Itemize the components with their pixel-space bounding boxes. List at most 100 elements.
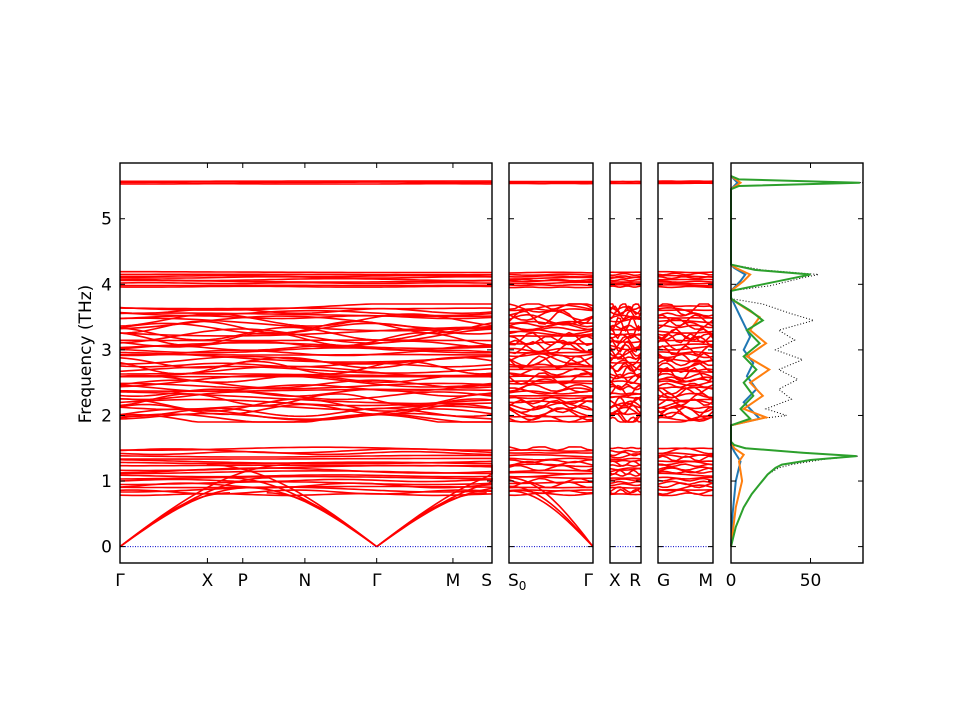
- acoustic-branch: [376, 492, 487, 548]
- dos-frame: [730, 162, 864, 564]
- band-line: [657, 283, 714, 287]
- band-line: [120, 481, 493, 486]
- band-line: [119, 360, 493, 375]
- band-line: [657, 274, 714, 278]
- band-line: [119, 307, 493, 315]
- band-line: [119, 407, 493, 418]
- band-line: [657, 332, 714, 341]
- x-tick-label: P: [238, 571, 248, 591]
- acoustic-branch: [119, 492, 231, 548]
- band-line: [657, 405, 714, 410]
- band-line: [509, 286, 594, 289]
- x-tick-label: X: [609, 571, 621, 591]
- band-line: [508, 273, 594, 276]
- band-line: [657, 343, 714, 348]
- band-line: [508, 275, 594, 278]
- band-line: [508, 341, 594, 345]
- band-line: [657, 356, 714, 363]
- band-line: [508, 303, 594, 311]
- band-line: [658, 270, 714, 274]
- y-tick-label: 2: [101, 406, 112, 426]
- band-line: [657, 463, 714, 468]
- band-line: [120, 274, 493, 278]
- acoustic-branch: [508, 477, 594, 548]
- band-line: [120, 355, 493, 365]
- band-line: [119, 412, 493, 420]
- acoustic-branch: [376, 487, 493, 548]
- panel-frame: [657, 162, 714, 564]
- band-line: [508, 446, 594, 452]
- band-line: [657, 398, 713, 402]
- band-line: [508, 304, 594, 316]
- band-line: [119, 374, 493, 383]
- band-line: [120, 382, 493, 390]
- band-line: [120, 464, 492, 467]
- band-line: [509, 387, 594, 395]
- band-line: [609, 486, 642, 489]
- band-line: [119, 413, 492, 423]
- acoustic-branch: [206, 463, 378, 548]
- band-line: [508, 328, 594, 336]
- x-tick-label: M: [698, 571, 713, 591]
- dos-x-tick-label: 50: [800, 571, 822, 591]
- band-line: [119, 285, 492, 288]
- band-line: [609, 412, 642, 416]
- band-line: [119, 347, 493, 354]
- y-tick-label: 5: [101, 210, 112, 230]
- acoustic-branch: [119, 486, 251, 548]
- band-line: [657, 362, 714, 374]
- band-line: [610, 275, 642, 278]
- band-line: [119, 450, 492, 456]
- band-line: [657, 477, 714, 482]
- band-line: [609, 385, 642, 391]
- band-line: [657, 460, 714, 463]
- band-line: [119, 478, 493, 483]
- band-line: [119, 475, 492, 480]
- band-line: [609, 364, 642, 379]
- band-line: [119, 362, 493, 368]
- band-line: [508, 378, 594, 394]
- band-lines-layer: [119, 180, 714, 548]
- band-line: [508, 331, 594, 347]
- band-line: [508, 355, 594, 370]
- x-tick-label: G: [657, 571, 670, 591]
- band-line: [508, 457, 594, 461]
- band-line: [508, 313, 594, 326]
- band-line: [119, 492, 493, 497]
- band-line: [657, 345, 714, 351]
- band-line: [508, 463, 593, 468]
- band-line: [609, 380, 642, 386]
- band-line: [610, 482, 642, 487]
- band-line: [658, 280, 714, 284]
- dos-x-tick-label: 0: [726, 571, 737, 591]
- band-line: [657, 466, 714, 472]
- band-line: [119, 458, 493, 465]
- band-line: [609, 285, 642, 289]
- band-line: [508, 375, 593, 378]
- band-line: [508, 464, 594, 472]
- band-line: [657, 272, 714, 276]
- band-line: [657, 366, 714, 383]
- band-line: [508, 271, 594, 274]
- panel-frame: [508, 162, 594, 564]
- y-tick-label: 1: [101, 472, 112, 492]
- band-line: [609, 395, 642, 407]
- band-line: [508, 372, 594, 379]
- band-line: [119, 281, 493, 285]
- band-line: [657, 368, 714, 372]
- band-line: [657, 303, 714, 317]
- band-line: [658, 415, 714, 423]
- band-line: [120, 270, 492, 274]
- band-line: [508, 322, 594, 328]
- dos-curve: [730, 175, 860, 547]
- acoustic-branch: [508, 490, 594, 548]
- band-line: [609, 469, 642, 476]
- y-tick-label: 0: [101, 538, 112, 558]
- band-line: [609, 453, 642, 459]
- band-line: [508, 402, 594, 411]
- band-line: [609, 373, 642, 385]
- band-line: [609, 446, 642, 450]
- band-line: [119, 303, 492, 311]
- band-line: [119, 454, 493, 458]
